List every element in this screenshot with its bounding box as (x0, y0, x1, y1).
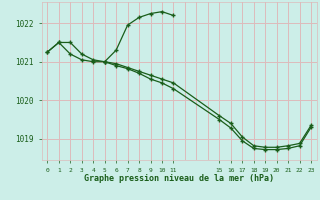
X-axis label: Graphe pression niveau de la mer (hPa): Graphe pression niveau de la mer (hPa) (84, 174, 274, 183)
